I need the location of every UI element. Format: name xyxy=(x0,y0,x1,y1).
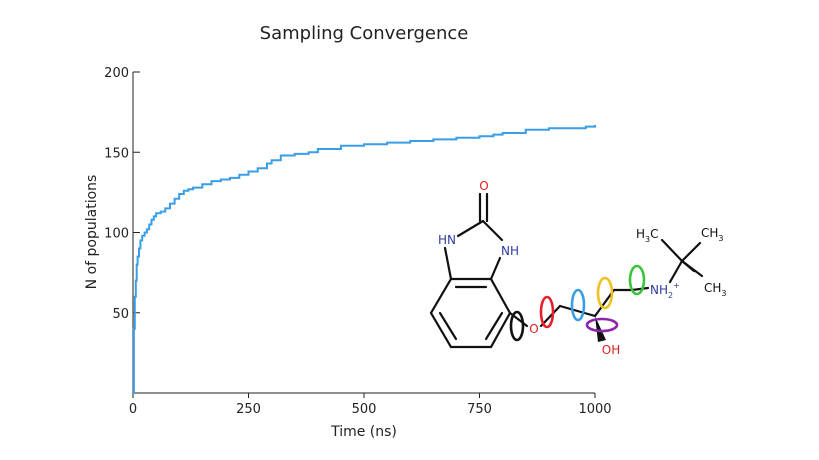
rotation-marker-yellow-icon xyxy=(596,276,614,310)
atom-amine: NH2+ xyxy=(650,281,680,300)
methyl-top-left-c: C xyxy=(650,227,658,241)
rotation-marker-green-icon xyxy=(628,264,646,296)
rotation-marker-red-icon xyxy=(539,295,555,329)
methyl-bottom: CH3 xyxy=(704,281,727,298)
methyl-top-right: CH3 xyxy=(701,226,724,243)
rotation-marker-blue-icon xyxy=(570,288,586,322)
imidazolone-bond-left-top xyxy=(456,219,485,238)
methyl-top-right-symbol: CH xyxy=(701,226,718,240)
x-tick-label: 0 xyxy=(129,402,137,417)
atom-nh-left: HN xyxy=(438,233,456,247)
y-tick-label: 150 xyxy=(104,146,129,161)
rotation-marker-purple-icon xyxy=(585,317,619,333)
series-group xyxy=(132,125,596,394)
x-tick-label: 1000 xyxy=(578,402,611,417)
methyl-top-left-subscript: 3 xyxy=(645,235,650,244)
methyl-top-right-subscript: 3 xyxy=(718,234,723,243)
molecule-structure: O HN NH O OH NH2+ H3C CH3 CH3 xyxy=(429,179,727,357)
wedge-bond-oh xyxy=(595,316,606,342)
benzene-ring xyxy=(429,277,512,349)
methyl-bottom-symbol: CH xyxy=(704,281,721,295)
x-tick-label: 750 xyxy=(467,402,492,417)
imidazolone-bond-right xyxy=(489,256,502,281)
x-tick-label: 500 xyxy=(352,402,377,417)
atom-hydroxyl: OH xyxy=(602,343,620,357)
methyl-bottom-subscript: 3 xyxy=(721,289,726,298)
imidazolone-bond-left xyxy=(443,246,453,281)
x-tick-label: 250 xyxy=(236,402,261,417)
atom-amine-symbol: NH xyxy=(650,283,668,297)
benzene-inner-bond-2 xyxy=(438,311,458,341)
tbutyl-c-to-me-left xyxy=(660,238,684,263)
rotation-marker-black-icon xyxy=(509,310,525,342)
tbutyl-n-to-c xyxy=(668,259,684,284)
methyl-top-left-h: H xyxy=(636,227,645,241)
atom-amine-charge: + xyxy=(673,281,680,290)
imidazolone-bond-right-top xyxy=(481,219,504,242)
chain-c1-to-c2 xyxy=(558,304,597,318)
x-axis-label: Time (ns) xyxy=(330,424,397,440)
benzene-inner-bond-3 xyxy=(484,311,504,341)
atom-amine-subscript: 2 xyxy=(668,291,673,300)
chart-title: Sampling Convergence xyxy=(260,23,469,44)
y-tick-label: 100 xyxy=(104,227,129,242)
axes xyxy=(132,72,595,394)
atom-nh-right: NH xyxy=(501,244,519,258)
series-line xyxy=(132,125,596,394)
tbutyl-c-to-me-right xyxy=(680,241,702,263)
tbutyl-c-to-me-extra xyxy=(680,259,696,273)
y-tick-label: 200 xyxy=(104,66,129,81)
atom-carbonyl-o: O xyxy=(479,179,488,193)
atom-ether-o: O xyxy=(529,322,538,336)
chain-n-bond xyxy=(630,286,650,292)
y-axis-label: N of populations xyxy=(84,175,100,290)
y-tick-label: 50 xyxy=(112,307,129,322)
methyl-top-left: H3C xyxy=(636,227,659,244)
ticks: 0 250 500 750 1000 50 100 150 200 xyxy=(104,66,611,417)
